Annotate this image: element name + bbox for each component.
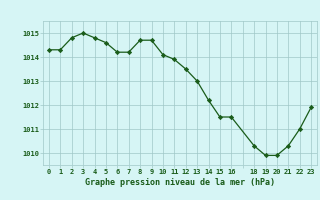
- X-axis label: Graphe pression niveau de la mer (hPa): Graphe pression niveau de la mer (hPa): [85, 178, 275, 187]
